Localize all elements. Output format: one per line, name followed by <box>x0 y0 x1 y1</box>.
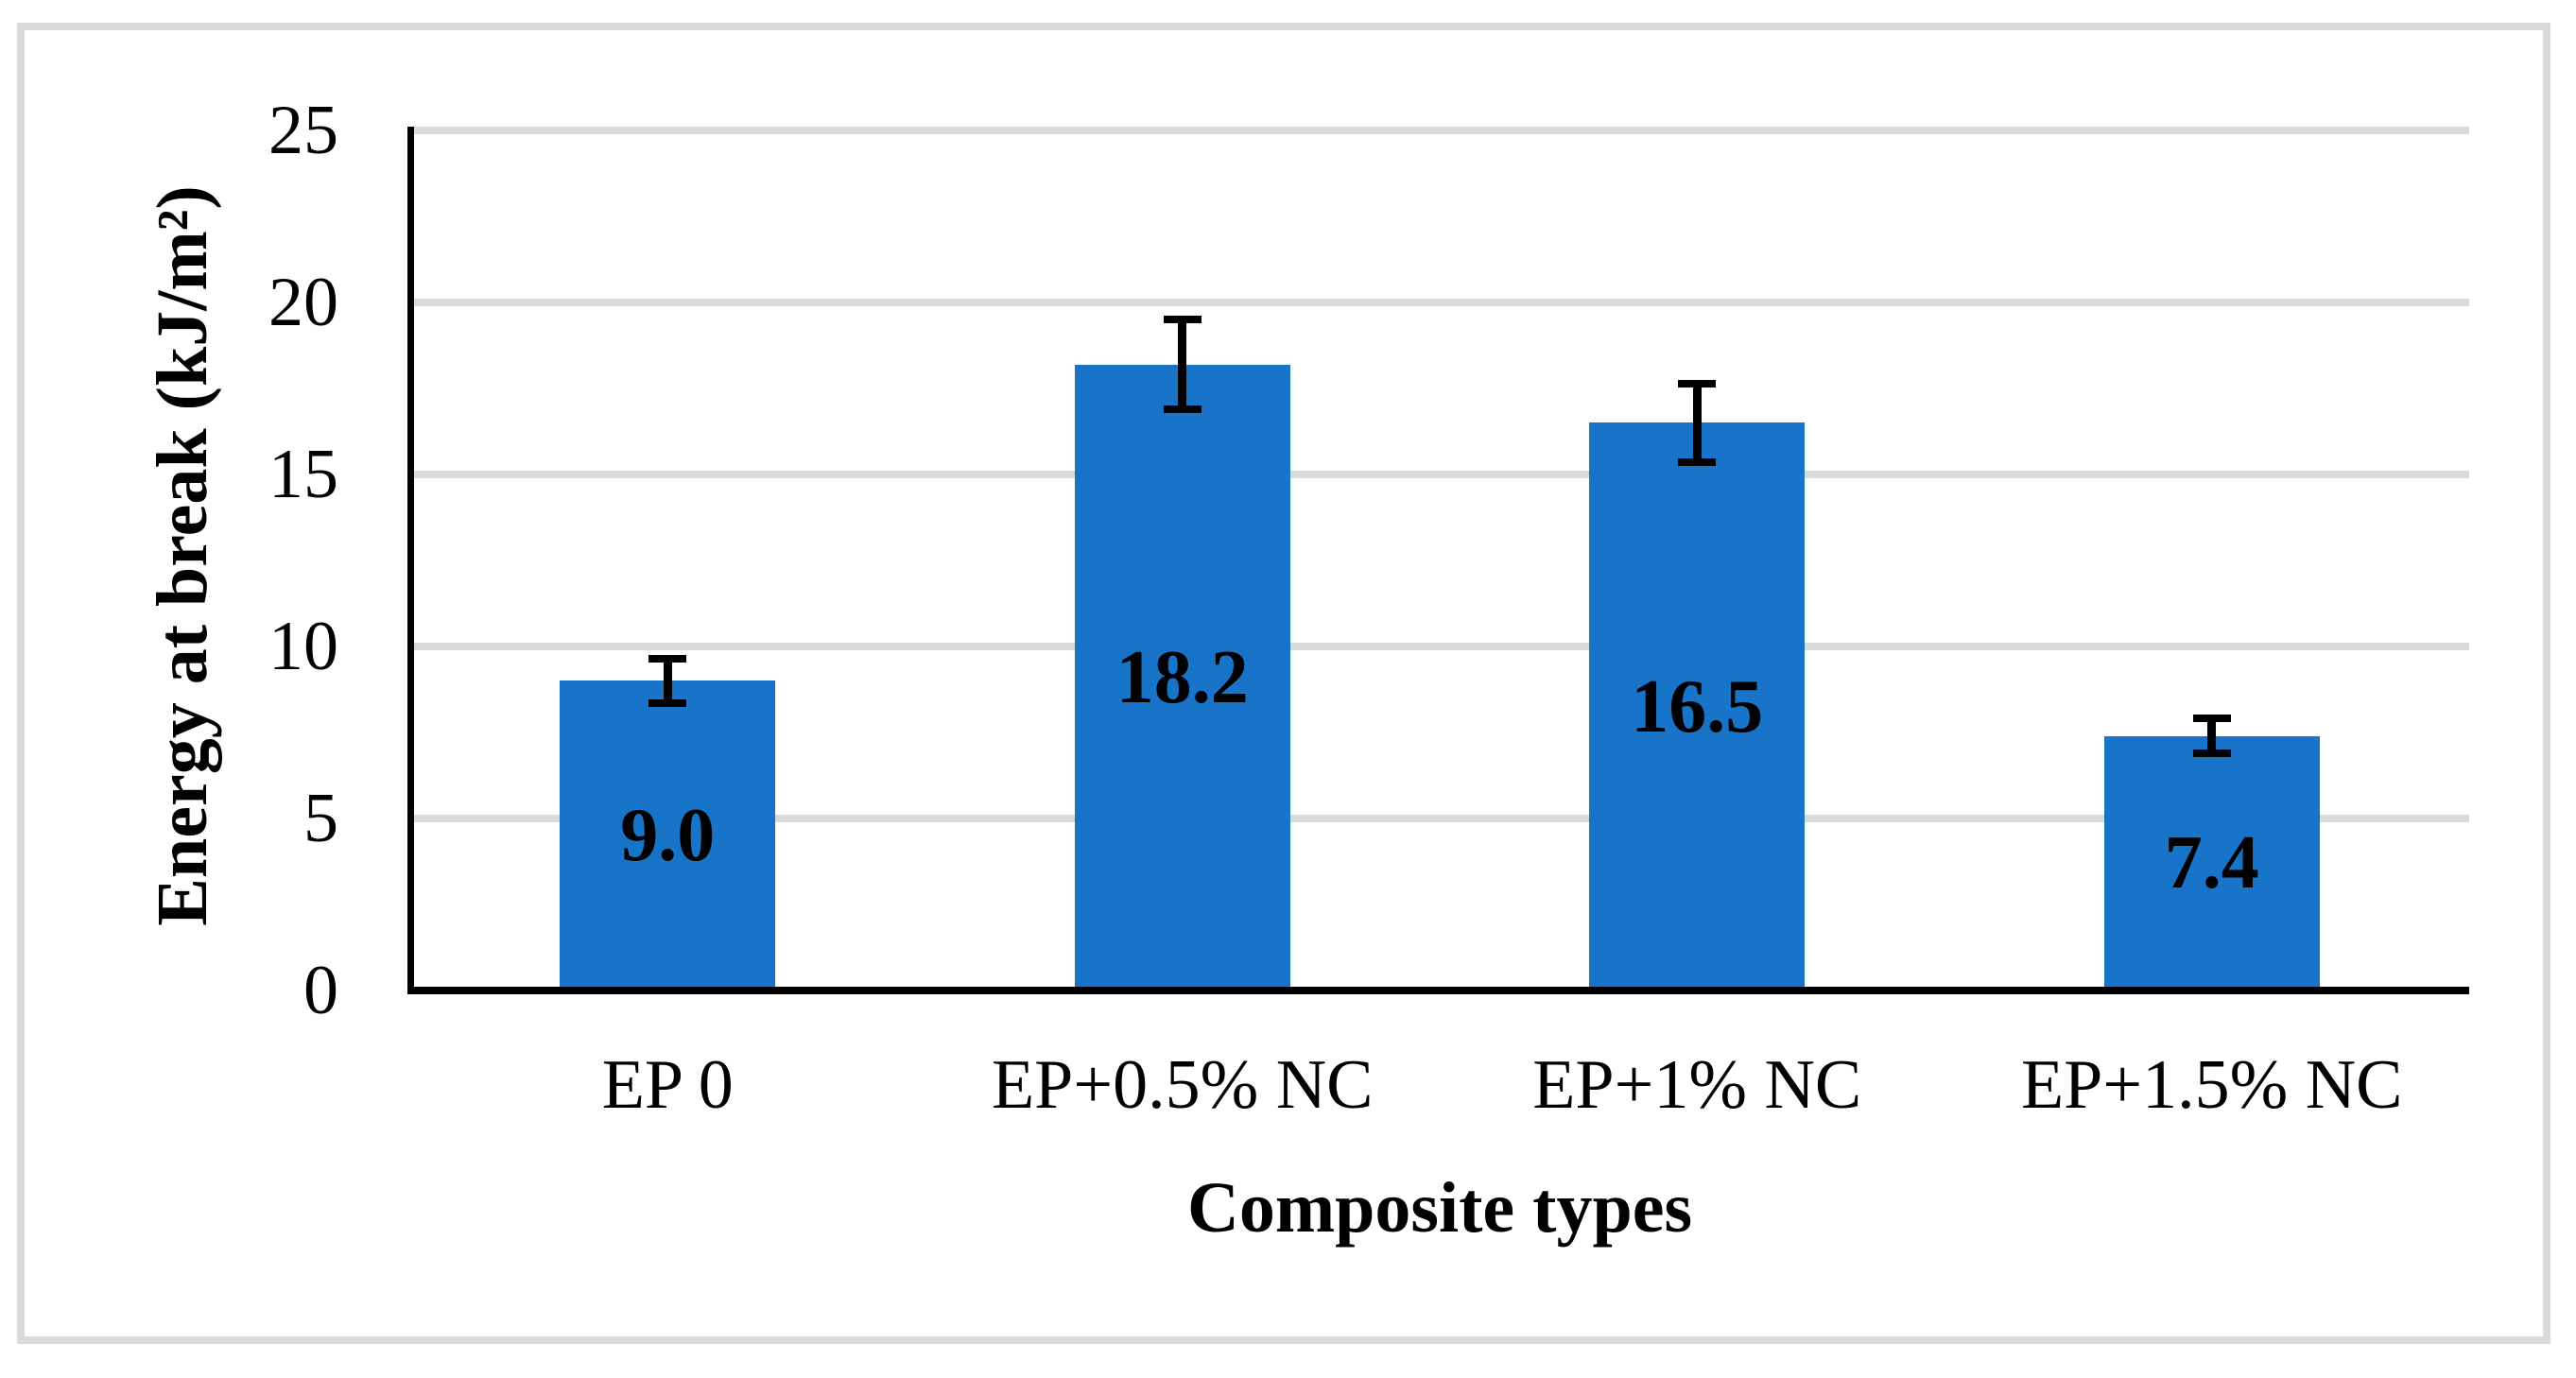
bar <box>1589 422 1806 990</box>
error-bar-cap-top <box>2192 715 2231 723</box>
error-bar-cap-top <box>648 654 687 663</box>
gridline <box>410 299 2469 306</box>
category-label: EP+1% NC <box>1532 1046 1862 1124</box>
bar-value-label: 7.4 <box>2164 821 2259 905</box>
y-tick-label: 15 <box>268 436 338 513</box>
bar-value-label: 9.0 <box>620 794 716 878</box>
error-bar-cap-bottom <box>2192 749 2231 757</box>
y-tick-label: 5 <box>303 780 338 857</box>
error-bar-cap-bottom <box>648 699 687 708</box>
error-bar-cap-top <box>1678 379 1717 388</box>
error-bar-cap-bottom <box>1678 458 1717 467</box>
gridline <box>410 815 2469 822</box>
gridline <box>410 471 2469 478</box>
error-bar-cap-bottom <box>1163 405 1202 413</box>
x-axis-title: Composite types <box>1186 1168 1693 1248</box>
y-tick-label: 0 <box>303 952 338 1029</box>
error-bar-whisker <box>663 658 672 704</box>
y-axis-line <box>407 127 414 994</box>
y-axis-title: Energy at break (kJ/m²) <box>143 185 222 926</box>
bar <box>560 680 776 990</box>
error-bar-cap-top <box>1163 316 1202 324</box>
bar-value-label: 18.2 <box>1115 635 1249 719</box>
error-bar-whisker <box>1178 319 1187 409</box>
y-tick-label: 25 <box>268 92 338 169</box>
plot-area: 0 5 10 15 20 25 9.0 EP 0 18.2 EP+0.5% NC 16.5 EP+1%… <box>8 8 2576 1378</box>
category-label: EP+1.5% NC <box>2020 1046 2403 1124</box>
x-axis-line <box>407 987 2469 994</box>
y-tick-label: 10 <box>268 608 338 685</box>
error-bar-whisker <box>2207 718 2217 753</box>
y-tick-label: 20 <box>268 264 338 341</box>
gridline <box>410 643 2469 650</box>
figure-frame: 0 5 10 15 20 25 9.0 EP 0 18.2 EP+0.5% NC 16.5 EP+1%… <box>17 23 2550 1344</box>
error-bar-whisker <box>1692 383 1702 463</box>
category-label: EP+0.5% NC <box>991 1046 1374 1124</box>
bar-value-label: 16.5 <box>1631 664 1764 749</box>
category-label: EP 0 <box>601 1046 734 1124</box>
bar <box>2103 735 2320 990</box>
bar <box>1074 364 1290 990</box>
gridline <box>410 127 2469 134</box>
